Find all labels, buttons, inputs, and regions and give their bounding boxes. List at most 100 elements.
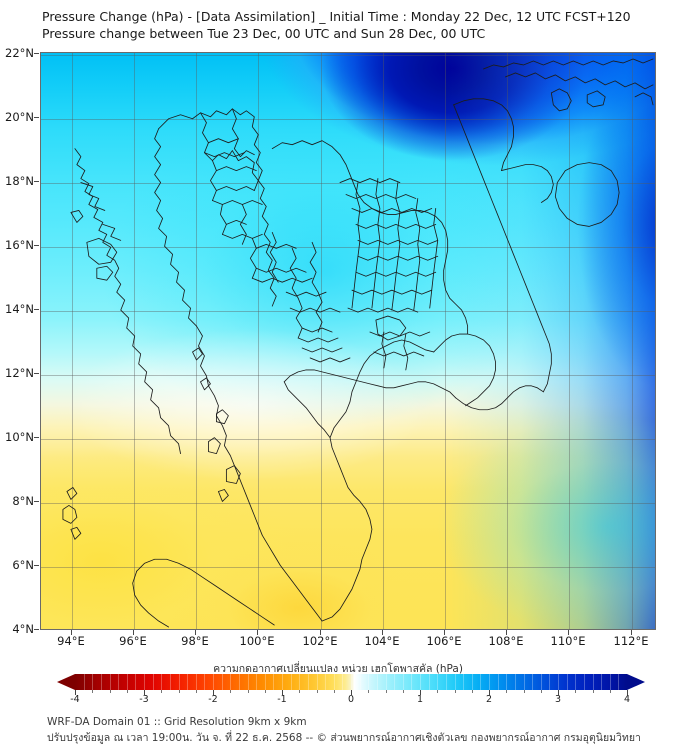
colorbar-cell-divider [221, 674, 223, 690]
colorbar-cell-divider [445, 674, 447, 690]
colorbar-title: ความกดอากาศเปลี่ยนแปลง หน่วย เฮกโตพาสคัล… [213, 663, 463, 675]
colorbar-cell-divider [420, 674, 421, 690]
colorbar-minor-tick [402, 690, 404, 693]
map-plot-area[interactable] [40, 52, 656, 630]
gridline-vertical [196, 53, 197, 629]
colorbar-cell-divider [161, 674, 163, 690]
gridline-horizontal [41, 55, 655, 56]
colorbar-cell-divider [583, 674, 585, 690]
colorbar-cell-divider [437, 674, 439, 690]
colorbar-minor-tick [161, 690, 163, 693]
colorbar-cell-divider [144, 674, 145, 690]
gridline-horizontal [41, 439, 655, 440]
colorbar-cell-divider [152, 674, 154, 690]
colorbar-cell-divider [256, 674, 258, 690]
colorbar-cell-divider [299, 674, 301, 690]
y-tick-label: 16°N [5, 238, 34, 252]
x-tick-label: 104°E [364, 634, 400, 648]
x-tick-label: 102°E [302, 634, 338, 648]
colorbar-tick-label: 4 [623, 694, 631, 705]
colorbar-cell-divider [402, 674, 404, 690]
colorbar-minor-tick [592, 690, 594, 693]
colorbar-cell-divider [264, 674, 266, 690]
colorbar-gradient [75, 674, 627, 690]
colorbar-tick [144, 690, 145, 695]
colorbar-cell-divider [428, 674, 430, 690]
colorbar-cell-divider [178, 674, 180, 690]
colorbar-minor-tick [195, 690, 197, 693]
y-tick-mark [34, 117, 39, 118]
colorbar-minor-tick [333, 690, 335, 693]
footer-model-info: WRF-DA Domain 01 :: Grid Resolution 9km … [47, 716, 307, 728]
colorbar-minor-tick [368, 690, 370, 693]
y-tick-label: 10°N [5, 430, 34, 444]
colorbar-cell-divider [351, 674, 352, 690]
colorbar-cell-divider [394, 674, 396, 690]
gridline-vertical [569, 53, 570, 629]
x-tick-label: 94°E [57, 634, 85, 648]
colorbar-tick [351, 690, 352, 695]
colorbar-minor-tick [299, 690, 301, 693]
colorbar-cell-divider [497, 674, 499, 690]
colorbar-minor-tick [230, 690, 232, 693]
colorbar-cell-divider [169, 674, 171, 690]
colorbar-minor-tick [523, 690, 525, 693]
colorbar-extend-high-arrow [627, 674, 645, 690]
colorbar-cell-divider [549, 674, 551, 690]
colorbar-cell-divider [592, 674, 594, 690]
colorbar-cell-divider [411, 674, 413, 690]
gridline-vertical [507, 53, 508, 629]
colorbar-cell-divider [238, 674, 240, 690]
colorbar-cell-divider [376, 674, 378, 690]
colorbar[interactable]: -4 -3 -2 -1 0 1 2 3 4 [57, 674, 645, 705]
gridline-horizontal [41, 119, 655, 120]
colorbar-cell-divider [463, 674, 465, 690]
colorbar-minor-tick [178, 690, 180, 693]
colorbar-tick-label: -3 [139, 694, 149, 705]
colorbar-tick-label: 1 [416, 694, 424, 705]
colorbar-cell-divider [575, 674, 577, 690]
y-tick-label: 14°N [5, 302, 34, 316]
y-tick-label: 18°N [5, 174, 34, 188]
colorbar-cell-divider [135, 674, 137, 690]
colorbar-cell-divider [325, 674, 327, 690]
gridline-vertical [134, 53, 135, 629]
colorbar-minor-tick [506, 690, 508, 693]
gridline-horizontal [41, 183, 655, 184]
colorbar-cell-divider [213, 674, 214, 690]
y-tick-mark [34, 629, 39, 630]
colorbar-tick [75, 690, 76, 695]
colorbar-cell-divider [566, 674, 568, 690]
footer-credit: ปรับปรุงข้อมูล ณ เวลา 19:00น. วัน จ. ที่… [47, 732, 641, 744]
colorbar-cell-divider [109, 674, 111, 690]
colorbar-minor-tick [109, 690, 111, 693]
colorbar-cell-divider [618, 674, 620, 690]
colorbar-cell-divider [333, 674, 335, 690]
colorbar-tick [213, 690, 214, 695]
x-tick-mark [71, 630, 72, 635]
colorbar-tick [282, 690, 283, 695]
colorbar-minor-tick [247, 690, 249, 693]
y-tick-mark [34, 245, 39, 246]
x-tick-mark [568, 630, 569, 635]
x-tick-label: 110°E [550, 634, 586, 648]
gridline-vertical [258, 53, 259, 629]
gridline-horizontal [41, 247, 655, 248]
gridline-horizontal [41, 503, 655, 504]
colorbar-cell-divider [118, 674, 120, 690]
coastline-overlay [41, 53, 655, 629]
colorbar-cell-divider [558, 674, 559, 690]
footer-block: WRF-DA Domain 01 :: Grid Resolution 9km … [47, 714, 657, 746]
x-tick-label: 106°E [426, 634, 462, 648]
colorbar-tick-label: -4 [70, 694, 80, 705]
colorbar-cell-divider [601, 674, 603, 690]
x-tick-mark [444, 630, 445, 635]
gridline-vertical [72, 53, 73, 629]
gridline-horizontal [41, 311, 655, 312]
x-tick-mark [506, 630, 507, 635]
colorbar-tick-label: 2 [485, 694, 493, 705]
colorbar-cell-divider [290, 674, 292, 690]
y-tick-mark [34, 309, 39, 310]
colorbar-cell-divider [83, 674, 85, 690]
y-tick-label: 4°N [12, 622, 34, 636]
